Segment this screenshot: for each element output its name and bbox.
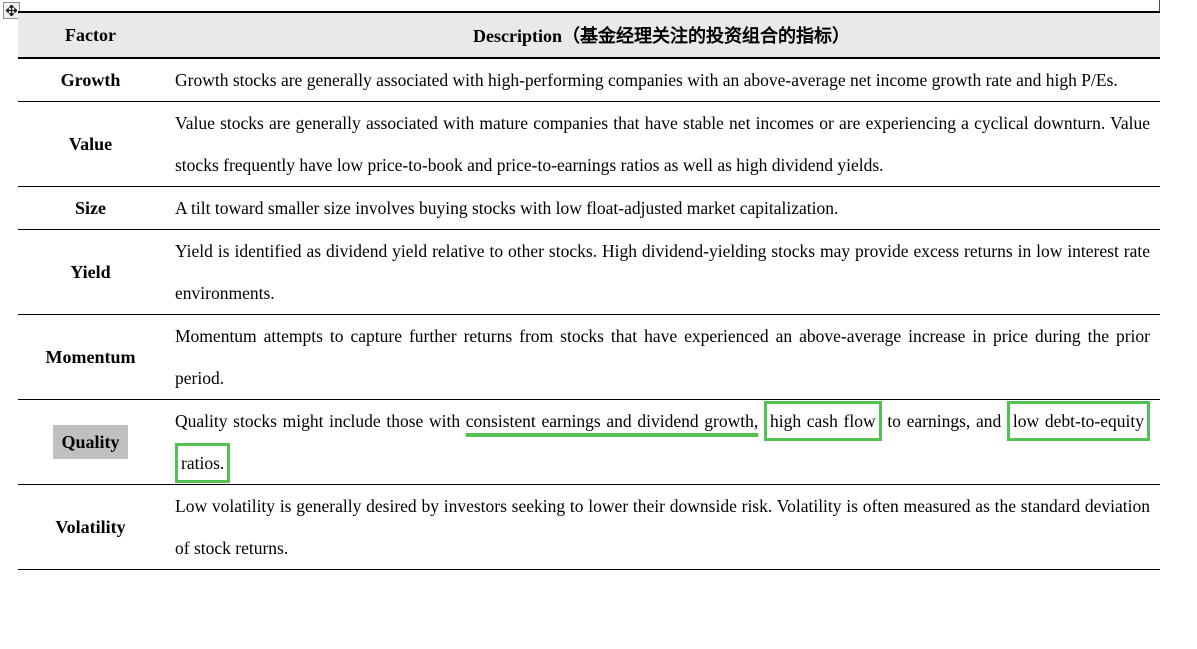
factor-cell: Size [18,186,163,230]
factor-cell: Volatility [18,484,163,570]
four-way-arrow-icon [6,5,17,16]
description-cell: Yield is identified as dividend yield re… [163,229,1160,315]
factor-cell: Momentum [18,314,163,400]
description-segment: Value stocks are generally associated wi… [175,113,1150,175]
description-segment: Momentum attempts to capture further ret… [175,326,1150,388]
description-text: Momentum attempts to capture further ret… [175,315,1150,399]
header-row: Factor Description（基金经理关注的投资组合的指标） [18,12,1160,59]
table-right-edge-tick [1159,0,1160,11]
table-row: Growth Growth stocks are generally associ… [18,58,1160,102]
description-cell: Value stocks are generally associated wi… [163,101,1160,187]
table-row: Quality Quality stocks might include thos… [18,399,1160,485]
description-segment: Yield is identified as dividend yield re… [175,241,1150,303]
description-text: Low volatility is generally desired by i… [175,485,1150,569]
description-text: A tilt toward smaller size involves buyi… [175,187,1150,229]
factor-label: Momentum [45,347,136,367]
header-cell-factor: Factor [18,12,163,59]
factor-label: Value [68,134,113,154]
table-row: Momentum Momentum attempts to capture fur… [18,314,1160,400]
description-segment: Growth stocks are generally associated w… [175,70,1118,90]
table-row: Yield Yield is identified as dividend yie… [18,229,1160,315]
factor-label: Volatility [55,517,126,537]
description-cell: Growth stocks are generally associated w… [163,58,1160,102]
factor-label-highlighted: Quality [53,425,128,459]
green-box-annotation: high cash flow [763,401,882,441]
description-text: Yield is identified as dividend yield re… [175,230,1150,314]
table-body: Growth Growth stocks are generally associ… [18,58,1160,570]
description-segment: to earnings, and [881,411,1007,431]
description-cell: Low volatility is generally desired by i… [163,484,1160,570]
description-cell: Quality stocks might include those with … [163,399,1160,485]
green-box-annotation: low debt-to-equity ratios. [175,401,1150,483]
factor-label: Size [75,198,106,218]
description-segment: Quality stocks might include those with [175,411,466,431]
factor-label: Yield [70,262,111,282]
description-cell: A tilt toward smaller size involves buyi… [163,186,1160,230]
table-move-handle-icon[interactable] [3,2,20,19]
description-segment: Low volatility is generally desired by i… [175,496,1150,558]
table-row: Size A tilt toward smaller size involves … [18,186,1160,230]
factor-label: Growth [60,70,121,90]
factor-description-table: Factor Description（基金经理关注的投资组合的指标） Growt… [18,11,1160,570]
green-underline-annotation: consistent earnings and dividend growth, [465,411,759,431]
description-text: Quality stocks might include those with … [175,400,1150,484]
factor-cell: Quality [18,399,163,485]
description-segment: A tilt toward smaller size involves buyi… [175,198,839,218]
description-text: Growth stocks are generally associated w… [175,59,1150,101]
description-text: Value stocks are generally associated wi… [175,102,1150,186]
description-cell: Momentum attempts to capture further ret… [163,314,1160,400]
header-cell-description: Description（基金经理关注的投资组合的指标） [163,12,1160,59]
table-row: Value Value stocks are generally associat… [18,101,1160,187]
table-row: Volatility Low volatility is generally de… [18,484,1160,570]
factor-cell: Yield [18,229,163,315]
factor-cell: Growth [18,58,163,102]
table-header: Factor Description（基金经理关注的投资组合的指标） [18,12,1160,59]
factor-cell: Value [18,101,163,187]
